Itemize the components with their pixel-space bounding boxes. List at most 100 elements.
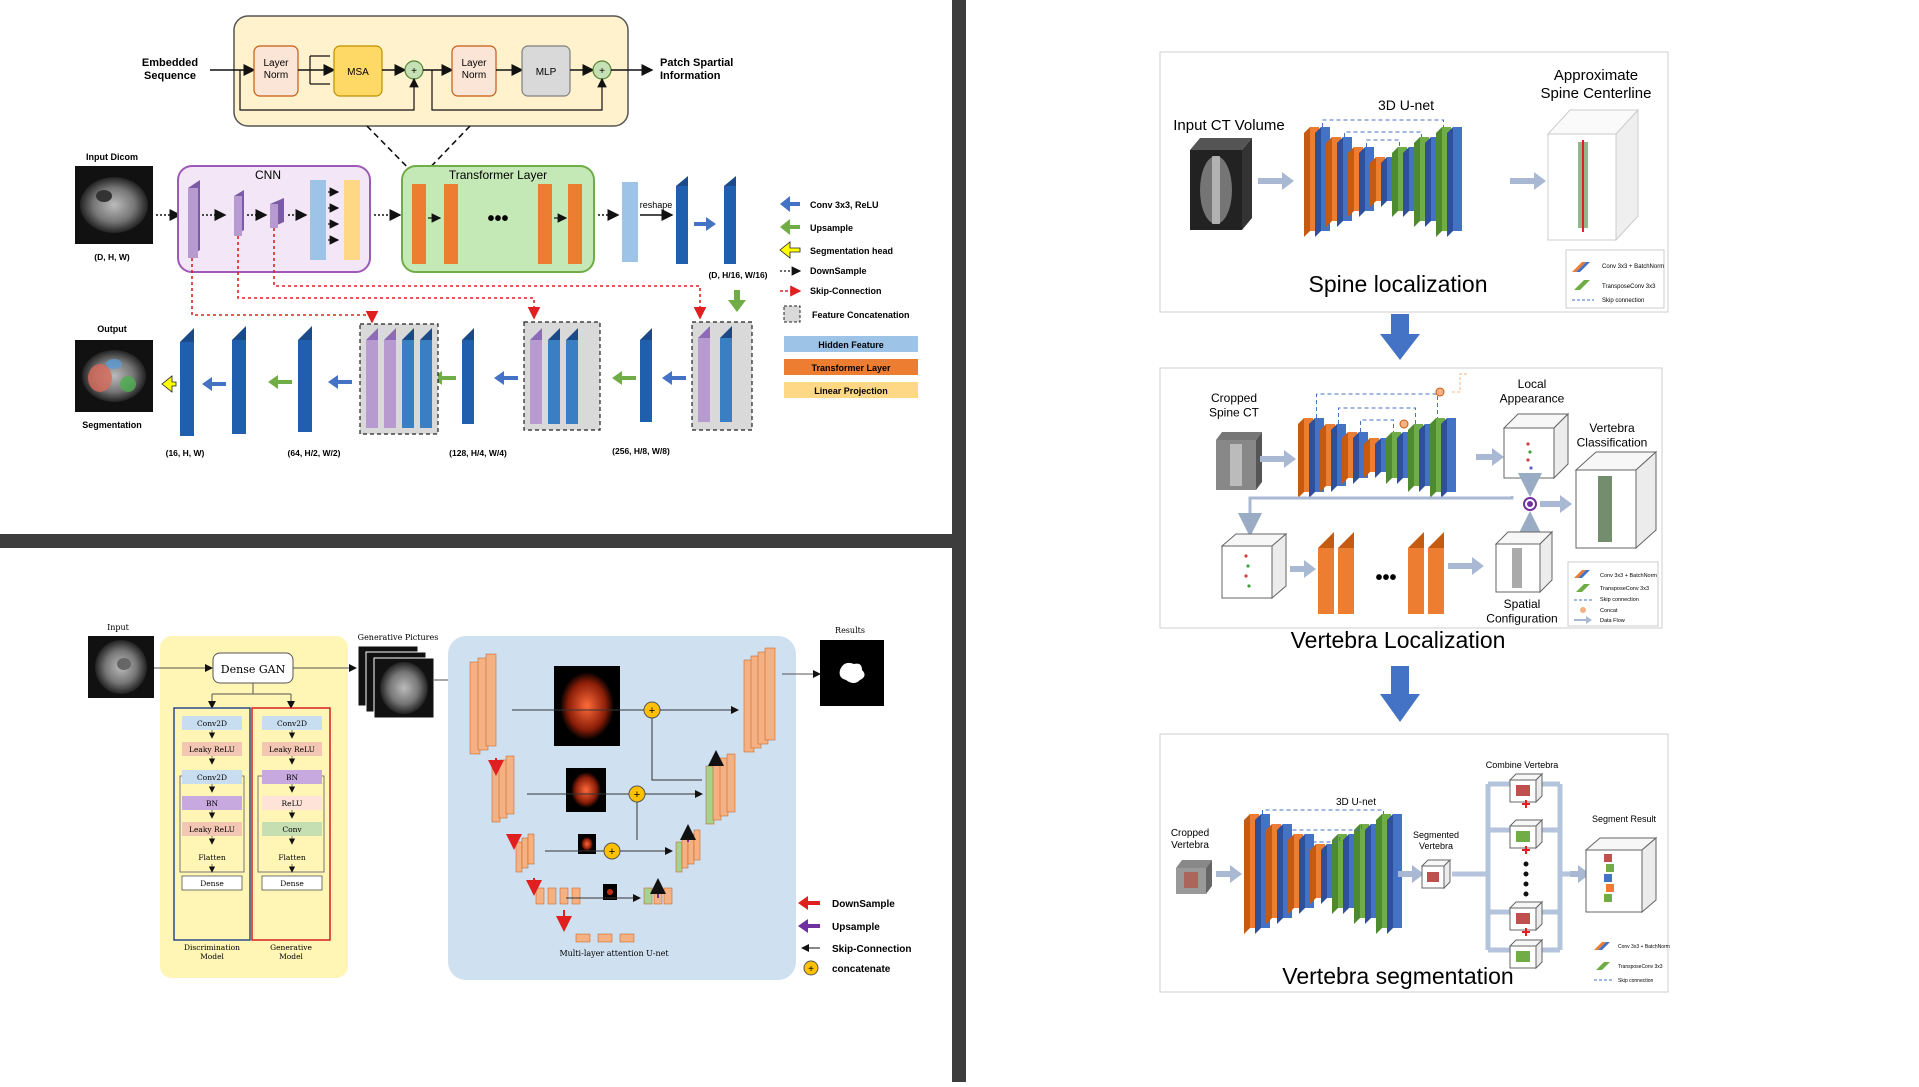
- p2-unet-block-side-1: [1309, 418, 1315, 498]
- p1-unet-block-2: [1332, 137, 1341, 221]
- disc-layer-label-0: Conv2D: [197, 719, 227, 728]
- decoder-stage-2: [462, 321, 601, 431]
- p3-unet-block-13: [1393, 814, 1402, 928]
- p1-unet-block-5: [1365, 147, 1374, 211]
- svg-text:+: +: [808, 964, 814, 975]
- p2-concat-marker-1: [1399, 419, 1409, 429]
- p1-legend-conv: Conv 3x3 + BatchNorm: [1602, 264, 1664, 270]
- embedded-sequence-label: Embedded Sequence: [142, 57, 198, 82]
- p3-result-label: Segment Result: [1592, 814, 1657, 824]
- transformer-dots: •••: [487, 208, 508, 230]
- gen-layer-label-2: BN: [286, 773, 299, 782]
- p1-unet-block-3: [1343, 137, 1352, 221]
- disc-model-box: [173, 707, 251, 941]
- unet-feature-3-2: [559, 887, 569, 905]
- p1-unet-block-8: [1398, 147, 1407, 211]
- p3-unet-skip-2: [1306, 834, 1340, 843]
- layer-norm-box-2: [451, 45, 497, 97]
- p3-unet-block-side-5: [1299, 834, 1305, 914]
- p3-segmented-cube: [1420, 858, 1452, 890]
- p3-unet-block-side-3: [1277, 824, 1283, 924]
- p3-unet-block-side-2: [1266, 824, 1272, 924]
- pipeline-arrow-1: [1380, 314, 1420, 360]
- cnn-layers: [188, 180, 360, 260]
- p3-unet-block-side-10: [1354, 824, 1360, 924]
- unet-feature-7-3: [693, 829, 701, 861]
- tl-legend: Conv 3x3, ReLU Upsample Segmentation hea…: [779, 196, 918, 398]
- dense-gan-label: Dense GAN: [221, 663, 286, 676]
- p1-legend: Conv 3x3 + BatchNorm TransposeConv 3x3 S…: [1565, 249, 1665, 309]
- p1-unet-block-0: [1310, 127, 1319, 231]
- p2-legend-flow: Data Flow: [1600, 618, 1625, 624]
- p3-cropped-label: Cropped Vertebra: [1171, 828, 1210, 851]
- p2-legend-tconv: TransposeConv 3x3: [1600, 586, 1649, 592]
- pipeline-arrow-2: [1380, 666, 1420, 722]
- disc-layer-label-2: Conv2D: [197, 773, 227, 782]
- disc-layer-1: [182, 742, 242, 756]
- p3-unet-block-side-13: [1387, 814, 1393, 934]
- p3-cube-vertebra-0: [1516, 785, 1530, 796]
- patch-info-label: Patch Spartial Information: [660, 57, 733, 82]
- gen-layer-label-5: Flatten: [278, 853, 306, 862]
- p1-unet-skip-1: [1344, 131, 1422, 137]
- segmentation-label: Segmentation: [82, 420, 142, 430]
- p1-unet-block-9: [1409, 147, 1418, 211]
- disc-layer-label-3: BN: [206, 799, 219, 808]
- residual-add-label-2: +: [599, 66, 605, 77]
- p3-legend-conv: Conv 3x3 + BatchNorm: [1618, 944, 1670, 950]
- transformer-layer-label: Transformer Layer: [449, 168, 547, 182]
- bottleneck-blocks: [676, 176, 736, 264]
- p3-unet-block-9: [1349, 834, 1358, 908]
- p1-input-label: Input CT Volume: [1173, 117, 1284, 134]
- p1-unet-block-10: [1420, 137, 1429, 221]
- p1-unet-block-side-3: [1337, 137, 1343, 227]
- p2-unet-block-4: [1348, 432, 1357, 478]
- mlp-label: MLP: [536, 67, 557, 78]
- dense-gan-diagram: Input Dense GAN Conv2D Leaky ReLU Conv2D BN…: [88, 623, 911, 980]
- residual-add-label-1: +: [411, 66, 417, 77]
- p1-unet-block-6: [1376, 157, 1385, 201]
- p1-centerline-cube: [1546, 108, 1640, 242]
- p1-unet-block-side-7: [1381, 157, 1387, 207]
- legend-concat: Feature Concatenation: [812, 310, 910, 320]
- unet-label: Multi-layer attention U-net: [559, 949, 669, 958]
- unet-feature-8-2: [663, 887, 673, 905]
- p1-unet-block-13: [1453, 127, 1462, 231]
- p2-feedback-arrow: [1238, 496, 1514, 537]
- legend-seg-head: Segmentation head: [810, 246, 893, 256]
- gen-layer-label-4: Conv: [282, 825, 302, 834]
- upsample-arrow-down: [728, 290, 746, 312]
- p1-unet-block-side-1: [1315, 127, 1321, 237]
- layer-norm-label-2: Layer Norm: [461, 58, 487, 81]
- bl-input-label: Input: [107, 623, 130, 632]
- spine-pipeline-diagram: Input CT Volume 3D U-net Approximate Spin…: [1159, 51, 1670, 993]
- decoder-stage-1: [640, 321, 753, 431]
- p3-unet-block-7: [1327, 844, 1336, 898]
- p1-unet-block-side-13: [1447, 127, 1453, 237]
- p2-unet-block-0: [1304, 418, 1313, 492]
- p1-unet-block-side-12: [1436, 127, 1442, 237]
- hidden-feature-bar: [622, 182, 638, 262]
- bl-legend: DownSample Upsample Skip-Connection + co…: [798, 896, 911, 976]
- mlp-box: [521, 45, 571, 97]
- transformer-block-box: [233, 15, 629, 127]
- p1-unet-block-side-10: [1414, 137, 1420, 227]
- gan-layer-stacks: Conv2D Leaky ReLU Conv2D BN Leaky ReLU Flatte…: [181, 716, 323, 891]
- gen-model-box: [251, 707, 331, 941]
- disc-layer-2: [182, 770, 242, 784]
- p3-unet-label: 3D U-net: [1336, 797, 1376, 808]
- p3-unet-block-side-9: [1343, 834, 1349, 914]
- legend-conv: Conv 3x3, ReLU: [810, 200, 879, 210]
- p3-unet-block-side-12: [1376, 814, 1382, 934]
- unet-feature-4-2: [619, 933, 635, 943]
- p2-unet-block-13: [1447, 418, 1456, 492]
- p3-unet-block-side-0: [1244, 814, 1250, 934]
- p3-cube-vertebra-2: [1516, 913, 1530, 924]
- p3-unet-block-3: [1283, 824, 1292, 918]
- legend-upsample: Upsample: [810, 223, 853, 233]
- unet-feature-2-2: [527, 833, 535, 865]
- p3-unet-block-0: [1250, 814, 1259, 928]
- disc-layer-0: [182, 716, 242, 730]
- gen-pictures-label: Generative Pictures: [358, 633, 439, 642]
